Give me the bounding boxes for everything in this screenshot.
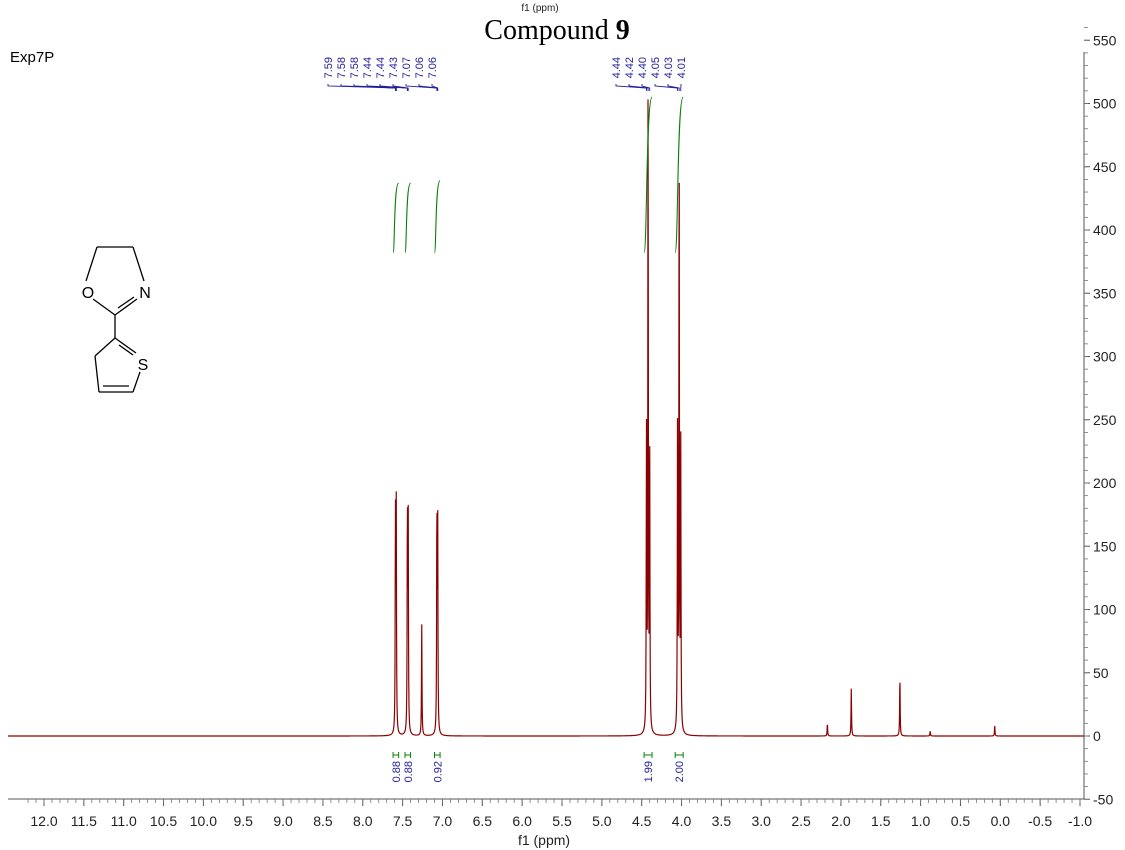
peak-label: 4.44 bbox=[611, 57, 623, 78]
chart-title: Compound 9 bbox=[484, 15, 629, 46]
y-tick-label: 500 bbox=[1093, 96, 1117, 112]
x-tick-label: 1.0 bbox=[911, 813, 931, 829]
chart-title-number: 9 bbox=[616, 15, 630, 46]
integral-curve bbox=[643, 96, 653, 254]
peak-label: 7.07 bbox=[401, 57, 413, 78]
peak-label: 7.06 bbox=[414, 57, 426, 78]
y-tick-label: 400 bbox=[1093, 222, 1117, 238]
x-tick-label: -1.0 bbox=[1068, 813, 1092, 829]
x-tick-label: 3.5 bbox=[712, 813, 732, 829]
molecule-structure bbox=[85, 246, 145, 393]
oxygen-atom: O bbox=[82, 285, 94, 302]
nitrogen-atom: N bbox=[139, 285, 151, 302]
x-axis-label: f1 (ppm) bbox=[518, 832, 570, 848]
x-tick-label: 10.0 bbox=[190, 813, 217, 829]
integral-curve bbox=[404, 182, 412, 254]
peak-connector bbox=[615, 84, 647, 91]
x-tick-label: 11.0 bbox=[111, 813, 137, 829]
integral-value: 1.99 bbox=[643, 761, 655, 782]
y-tick-label: 0 bbox=[1093, 728, 1101, 744]
peak-label: 4.03 bbox=[663, 57, 675, 78]
peak-connector bbox=[405, 84, 438, 91]
x-tick-label: 6.0 bbox=[512, 813, 532, 829]
integral-value: 0.88 bbox=[391, 761, 403, 782]
x-tick-label: 6.5 bbox=[473, 813, 493, 829]
y-tick-label: 450 bbox=[1093, 159, 1117, 175]
peak-label: 4.42 bbox=[624, 57, 636, 78]
x-tick-label: 2.0 bbox=[831, 813, 851, 829]
y-tick-label: 200 bbox=[1093, 475, 1117, 491]
y-tick-label: 100 bbox=[1093, 602, 1117, 618]
integral-value: 0.92 bbox=[432, 761, 444, 782]
peak-label: 4.01 bbox=[676, 57, 688, 78]
y-tick-label: 550 bbox=[1093, 32, 1117, 48]
x-tick-label: 9.5 bbox=[233, 813, 253, 829]
peak-label: 7.06 bbox=[427, 57, 439, 78]
x-tick-label: 4.5 bbox=[632, 813, 652, 829]
peak-connector bbox=[379, 84, 408, 91]
x-tick-label: 8.5 bbox=[313, 813, 333, 829]
peak-label: 7.58 bbox=[336, 57, 348, 78]
x-tick-label: -0.5 bbox=[1028, 813, 1052, 829]
sulfur-atom: S bbox=[138, 357, 149, 374]
x-tick-label: 0.0 bbox=[991, 813, 1011, 829]
peak-label: 7.58 bbox=[349, 57, 361, 78]
x-tick-label: 1.5 bbox=[871, 813, 891, 829]
peak-label: 7.44 bbox=[362, 57, 374, 78]
peak-label: 7.43 bbox=[388, 57, 400, 78]
x-tick-label: 5.5 bbox=[552, 813, 572, 829]
peak-label: 7.44 bbox=[375, 57, 387, 78]
experiment-label: Exp7P bbox=[10, 49, 54, 66]
integral-curves bbox=[392, 96, 684, 254]
peak-connector bbox=[353, 84, 397, 91]
x-tick-label: 5.0 bbox=[592, 813, 612, 829]
y-tick-label: 350 bbox=[1093, 285, 1117, 301]
integral-curve bbox=[392, 182, 400, 254]
x-tick-label: 11.5 bbox=[71, 813, 97, 829]
peak-connector bbox=[392, 84, 409, 91]
y-tick-label: 50 bbox=[1093, 665, 1109, 681]
y-tick-label: 250 bbox=[1093, 412, 1117, 428]
spectrum-trace bbox=[8, 99, 1084, 737]
peak-connector bbox=[628, 84, 649, 91]
x-tick-label: 12.0 bbox=[30, 813, 57, 829]
peak-connector bbox=[654, 84, 679, 91]
x-tick-label: 0.5 bbox=[951, 813, 971, 829]
peak-connector bbox=[667, 84, 680, 91]
x-axis-ticks: 12.0 11.5 11.0 10.5 10.0 9.5 9.0 8.5 8.0 7.5 7.0 6.… bbox=[27, 799, 1092, 829]
integral-curve bbox=[674, 96, 684, 254]
integral-brackets: 0.88 0.88 0.92 1.99 2.00 bbox=[391, 752, 686, 782]
x-tick-label: 4.0 bbox=[672, 813, 692, 829]
x-tick-label: 7.0 bbox=[433, 813, 453, 829]
x-tick-label: 7.5 bbox=[393, 813, 413, 829]
integral-value: 2.00 bbox=[674, 761, 686, 782]
x-tick-label: 10.5 bbox=[150, 813, 177, 829]
peak-label: 4.40 bbox=[637, 57, 649, 78]
peak-connector bbox=[641, 84, 651, 91]
y-tick-label: 150 bbox=[1093, 538, 1117, 554]
peak-label: 4.05 bbox=[650, 57, 662, 78]
x-tick-label: 2.5 bbox=[791, 813, 811, 829]
integral-curve bbox=[433, 180, 441, 254]
x-tick-label: 9.0 bbox=[273, 813, 293, 829]
chart-title-prefix: Compound bbox=[484, 15, 615, 46]
peak-connector bbox=[431, 84, 439, 91]
peak-labels: 7.59 7.58 7.58 7.44 7.44 7.43 7.07 7.06 7.06 4.44… bbox=[323, 57, 688, 91]
top-axis-label: f1 (ppm) bbox=[521, 3, 558, 14]
x-tick-label: 3.0 bbox=[751, 813, 771, 829]
y-tick-label: 300 bbox=[1093, 349, 1117, 365]
y-tick-label: -50 bbox=[1093, 791, 1113, 807]
x-tick-label: 8.0 bbox=[353, 813, 373, 829]
peak-label: 7.59 bbox=[323, 57, 335, 78]
integral-value: 0.88 bbox=[403, 761, 415, 782]
